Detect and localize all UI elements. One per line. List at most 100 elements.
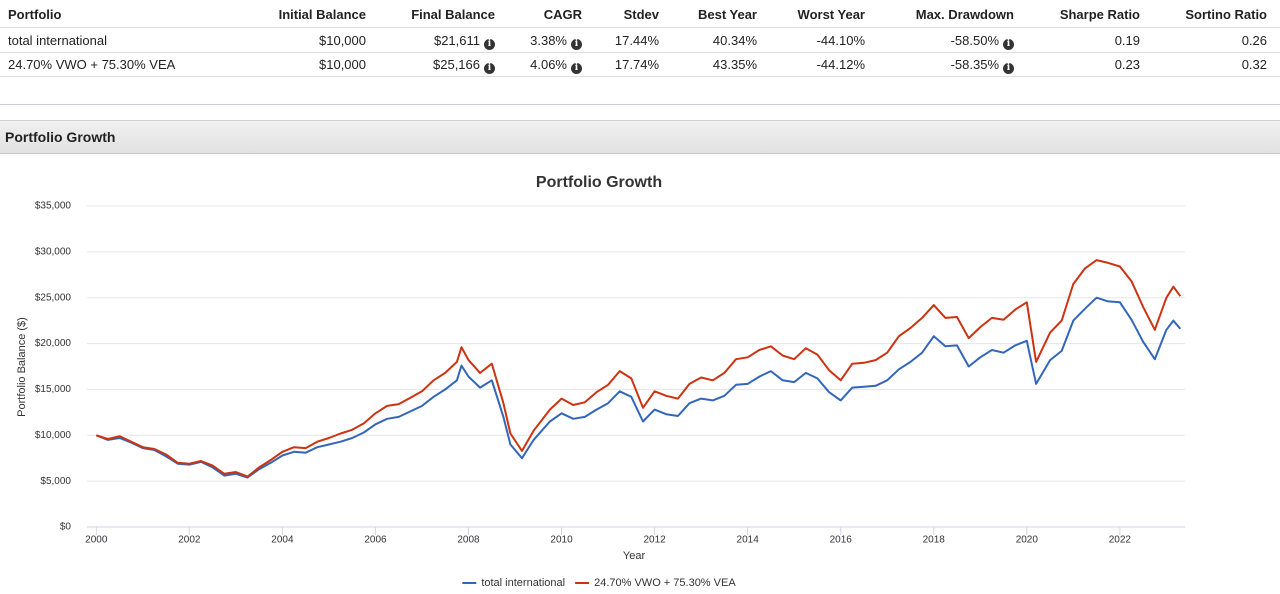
cell-text: $21,611 [433, 33, 480, 48]
x-tick-label: 2020 [1016, 535, 1039, 546]
table-cell: 3.38% i [530, 29, 582, 53]
cell-text: -58.50% [950, 33, 999, 48]
column-header: Worst Year [798, 3, 865, 27]
table-cell: 40.34% [713, 29, 757, 53]
cell-text: 3.38% [530, 33, 567, 48]
cell-text: 0.32 [1241, 57, 1267, 72]
table-cell: -58.35% i [951, 53, 1014, 77]
cell-text: Final Balance [411, 7, 495, 22]
row-divider [0, 76, 1280, 77]
y-tick-label: $30,000 [35, 246, 72, 257]
cell-text: 17.74% [614, 57, 659, 72]
series-line [95, 296, 1182, 479]
column-header: CAGR [544, 3, 582, 27]
x-tick-label: 2012 [643, 535, 666, 546]
cell-text: Best Year [697, 7, 757, 22]
cell-text: -44.10% [816, 33, 865, 48]
cell-text: $25,166 [433, 57, 480, 72]
cell-text: $10,000 [319, 33, 366, 48]
column-header: Sortino Ratio [1185, 3, 1267, 27]
x-tick-label: 2002 [178, 535, 201, 546]
x-tick-label: 2006 [364, 535, 387, 546]
legend-item[interactable]: 24.70% VWO + 75.30% VEA [575, 577, 736, 589]
cell-text: Worst Year [797, 7, 865, 22]
x-tick-label: 2014 [737, 535, 760, 546]
column-header: Sharpe Ratio [1060, 3, 1140, 27]
table-cell: 0.26 [1242, 29, 1267, 53]
info-icon[interactable]: i [571, 63, 582, 74]
cell-text: $10,000 [319, 57, 366, 72]
table-cell: 24.70% VWO + 75.30% VEA [8, 53, 175, 77]
y-tick-label: $0 [60, 522, 72, 533]
cell-text: CAGR [543, 7, 582, 22]
info-icon[interactable]: i [484, 63, 495, 74]
cell-text: -58.35% [950, 57, 999, 72]
x-tick-label: 2018 [923, 535, 946, 546]
y-tick-label: $5,000 [40, 476, 71, 487]
x-tick-label: 2008 [457, 535, 480, 546]
table-cell: 43.35% [713, 53, 757, 77]
cell-text: 43.35% [712, 57, 757, 72]
y-tick-label: $10,000 [35, 430, 72, 441]
legend-item[interactable]: total international [462, 577, 565, 589]
cell-text: Sharpe Ratio [1059, 7, 1140, 22]
cell-text: Sortino Ratio [1185, 7, 1267, 22]
cell-text: Portfolio [8, 7, 62, 22]
x-tick-label: 2016 [830, 535, 853, 546]
y-tick-label: $15,000 [35, 384, 72, 395]
cell-text: -44.12% [816, 57, 865, 72]
info-icon[interactable]: i [571, 39, 582, 50]
divider [0, 104, 1280, 105]
cell-text: 4.06% [530, 57, 567, 72]
cell-text: total international [8, 33, 108, 48]
table-cell: $10,000 [319, 29, 366, 53]
table-cell: 17.74% [615, 53, 659, 77]
cell-text: 24.70% VWO + 75.30% VEA [8, 57, 176, 72]
table-cell: -44.10% [817, 29, 865, 53]
table-cell: $10,000 [319, 53, 366, 77]
table-cell: 17.44% [615, 29, 659, 53]
series-line [95, 259, 1182, 478]
row-divider [0, 52, 1280, 53]
section-header: Portfolio Growth [0, 120, 1280, 154]
table-cell: 0.23 [1115, 53, 1140, 77]
legend-label: 24.70% VWO + 75.30% VEA [594, 577, 736, 589]
section-title: Portfolio Growth [5, 129, 116, 145]
x-axis-title: Year [623, 550, 646, 562]
x-tick-label: 2004 [271, 535, 294, 546]
y-tick-label: $25,000 [35, 292, 72, 303]
column-header: Final Balance [411, 3, 495, 27]
y-axis-title: Portfolio Balance ($) [16, 317, 28, 417]
table-cell: 4.06% i [530, 53, 582, 77]
column-header: Best Year [698, 3, 757, 27]
cell-text: Initial Balance [278, 7, 366, 22]
table-cell: total international [8, 29, 107, 53]
table-cell: 0.19 [1115, 29, 1140, 53]
info-icon[interactable]: i [1003, 39, 1014, 50]
column-header: Initial Balance [279, 3, 366, 27]
cell-text: 0.26 [1241, 33, 1267, 48]
column-header: Portfolio [8, 3, 61, 27]
y-tick-label: $35,000 [35, 201, 72, 212]
table-cell: -58.50% i [951, 29, 1014, 53]
table-cell: $21,611 i [434, 29, 495, 53]
column-header: Max. Drawdown [916, 3, 1014, 27]
x-tick-label: 2022 [1109, 535, 1132, 546]
cell-text: 40.34% [712, 33, 757, 48]
cell-text: Stdev [623, 7, 659, 22]
cell-text: 0.23 [1114, 57, 1140, 72]
legend-label: total international [481, 577, 565, 589]
column-header: Stdev [624, 3, 659, 27]
x-tick-label: 2000 [85, 535, 108, 546]
row-divider [0, 27, 1280, 28]
info-icon[interactable]: i [484, 39, 495, 50]
y-tick-label: $20,000 [35, 338, 72, 349]
chart-title: Portfolio Growth [536, 174, 662, 191]
cell-text: Max. Drawdown [915, 7, 1014, 22]
cell-text: 17.44% [614, 33, 659, 48]
info-icon[interactable]: i [1003, 63, 1014, 74]
table-cell: 0.32 [1242, 53, 1267, 77]
cell-text: 0.19 [1114, 33, 1140, 48]
